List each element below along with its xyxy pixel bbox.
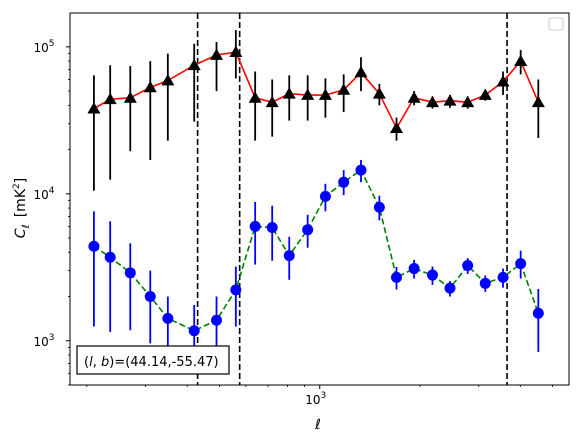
circle-series-point	[319, 190, 331, 202]
triangle-series-point	[187, 58, 201, 71]
triangle-series-point	[337, 83, 351, 95]
circle-series-point	[515, 258, 527, 270]
triangle-series-point	[87, 102, 101, 114]
triangle-series-point	[461, 95, 475, 108]
circle-series-point	[391, 271, 403, 283]
triangle-series-point	[425, 95, 439, 108]
circle-series-point	[408, 263, 420, 275]
legend-box	[548, 17, 564, 31]
circle-series-point	[188, 325, 200, 337]
triangle-series-point	[143, 80, 157, 93]
circle-series-point	[532, 307, 544, 319]
triangle-series-point	[265, 95, 279, 108]
circle-series-point	[124, 267, 136, 279]
triangle-series-point	[372, 87, 386, 99]
circle-series-point	[88, 240, 100, 252]
triangle-series-point	[443, 94, 457, 106]
triangle-series-point	[282, 87, 296, 99]
y-tick-label: 105	[33, 39, 54, 55]
triangle-series-point	[318, 88, 332, 100]
circle-series-point	[497, 271, 509, 283]
circle-series-point	[283, 250, 295, 262]
triangle-series-point	[161, 74, 175, 86]
plot-area	[87, 13, 545, 385]
circle-series-point	[104, 251, 116, 263]
circle-series-point	[373, 201, 385, 213]
annotation-text: (l, b)=(44.14,-55.47)	[84, 355, 219, 370]
triangle-series-point	[123, 91, 137, 103]
circle-series-point	[144, 291, 156, 303]
y-axis-label: Cℓ[mK2]	[12, 178, 32, 238]
circle-series-point	[302, 224, 314, 236]
axes: 103 103 104 105	[33, 12, 570, 407]
annotation-box	[76, 345, 230, 375]
circle-series-point	[338, 176, 350, 188]
svg-text:Cℓ[mK2]: Cℓ[mK2]	[12, 178, 32, 238]
circle-series-point	[211, 314, 223, 326]
y-tick-label: 104	[33, 186, 54, 202]
triangle-series-point	[210, 48, 224, 60]
triangle-series-point	[354, 65, 368, 78]
circle-series-point	[426, 269, 438, 281]
circle-series-point	[249, 220, 261, 232]
triangle-series-point	[514, 54, 528, 66]
circle-series-point	[462, 260, 474, 272]
annotation: (l, b)=(44.14,-55.47)	[76, 345, 230, 375]
triangle-series-point	[407, 91, 421, 103]
x-tick-label: 103	[305, 391, 326, 407]
circle-series-point	[355, 164, 367, 176]
x-axis-label: ℓ	[314, 417, 321, 433]
circle-series-point	[479, 277, 491, 289]
plot-content	[87, 13, 545, 385]
circle-series-point	[444, 282, 456, 294]
legend	[548, 17, 564, 31]
triangle-series-point	[496, 75, 510, 87]
triangle-series-point	[531, 95, 545, 108]
triangle-series-point	[301, 88, 315, 100]
triangle-series-point	[248, 91, 262, 103]
circle-series-point	[162, 312, 174, 324]
y-tick-label: 103	[33, 333, 54, 349]
triangle-series-point	[390, 121, 404, 133]
triangle-series-point	[229, 45, 243, 58]
triangle-series-point	[103, 92, 117, 105]
circle-series-point	[230, 284, 242, 296]
circle-series-point	[266, 221, 278, 233]
triangle-series-point	[478, 88, 492, 100]
